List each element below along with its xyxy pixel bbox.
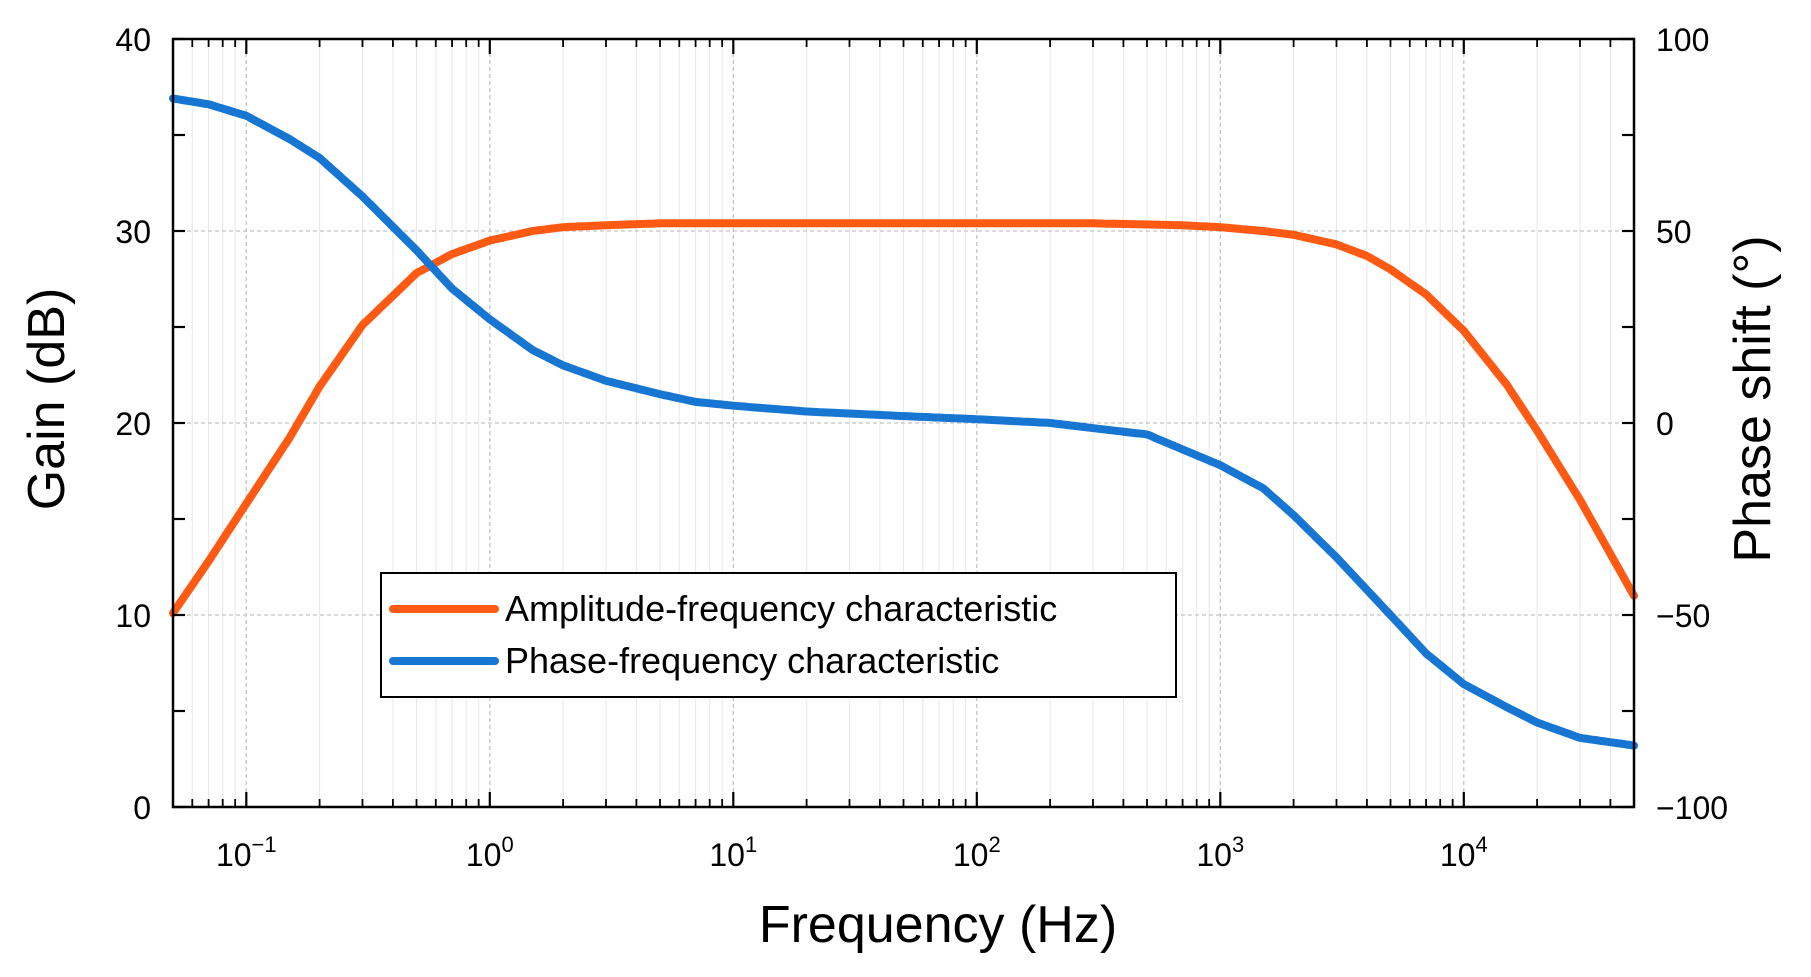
y-right-tick-label: 0 [1656, 406, 1674, 442]
labels-layer: Frequency (Hz) Gain (dB) Phase shift (°) [18, 235, 1782, 954]
x-tick-base: 10 [953, 837, 989, 873]
y-left-tick-label: 20 [115, 406, 151, 442]
x-tick-exponent: −1 [252, 832, 277, 857]
y-left-tick-label: 0 [133, 790, 151, 826]
y-right-tick-label: −50 [1656, 598, 1710, 634]
x-tick-base: 10 [216, 837, 252, 873]
x-tick-label: 103 [1196, 832, 1244, 873]
y-right-tick-label: 100 [1656, 22, 1709, 58]
y-right-tick-label: 50 [1656, 214, 1692, 250]
x-tick-label: 102 [953, 832, 1001, 873]
x-tick-base: 10 [466, 837, 502, 873]
y-left-tick-label: 10 [115, 598, 151, 634]
amplitude-frequency-line [169, 219, 1638, 618]
x-tick-label: 104 [1440, 832, 1488, 873]
y-axis-right-title: Phase shift (°) [1724, 235, 1782, 562]
legend: Amplitude-frequency characteristic Phase… [380, 572, 1177, 698]
x-tick-exponent: 3 [1232, 832, 1244, 857]
phase-frequency-line [169, 94, 1638, 750]
series-layer [169, 94, 1638, 750]
x-tick-label: 101 [709, 832, 757, 873]
x-axis-title: Frequency (Hz) [759, 896, 1117, 954]
y-left-tick-label: 40 [115, 22, 151, 58]
legend-amplitude-label: Amplitude-frequency characteristic [505, 588, 1057, 629]
x-tick-base: 10 [1196, 837, 1232, 873]
x-tick-exponent: 2 [988, 832, 1000, 857]
legend-phase-label: Phase-frequency characteristic [505, 640, 999, 681]
x-tick-base: 10 [709, 837, 745, 873]
x-tick-exponent: 0 [501, 832, 513, 857]
axes-layer: 10−1 100 101 102 103 104010203040−100−5005010… [115, 22, 1728, 873]
x-tick-label: 100 [466, 832, 514, 873]
y-right-tick-label: −100 [1656, 790, 1728, 826]
x-tick-exponent: 4 [1475, 832, 1487, 857]
x-tick-label: 10−1 [216, 832, 277, 873]
x-tick-base: 10 [1440, 837, 1476, 873]
y-axis-left-title: Gain (dB) [18, 288, 76, 511]
legend-box [380, 572, 1177, 698]
x-tick-exponent: 1 [745, 832, 757, 857]
y-left-tick-label: 30 [115, 214, 151, 250]
